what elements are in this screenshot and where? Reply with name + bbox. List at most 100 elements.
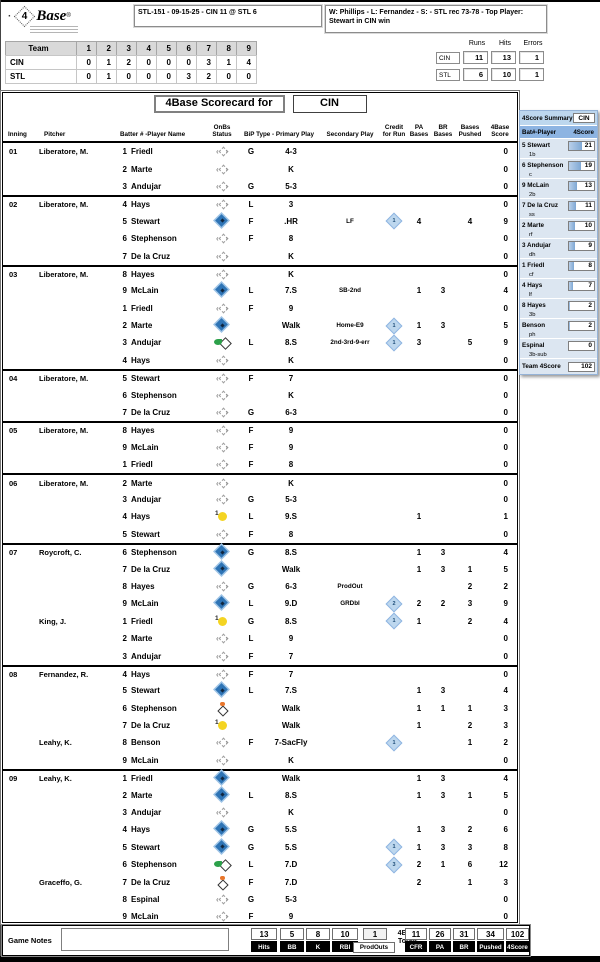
bip-type-cell: G (247, 616, 255, 626)
scorecard-row: 4 Hays L 9.S 1 1 (3, 508, 517, 525)
onbase-status-cell (205, 632, 239, 645)
onbase-status-cell (205, 668, 239, 681)
fourbase-score-cell: 0 (503, 634, 508, 644)
credit-diamond-icon: 1 (385, 212, 403, 230)
br-bases-cell: 3 (440, 774, 446, 784)
player-score-box: 0 (568, 340, 595, 351)
batter-number: 9 (122, 755, 127, 765)
onbase-status-cell (205, 806, 239, 819)
empty-diamond-icon (214, 493, 230, 506)
total-value: 31 (453, 928, 475, 940)
stat-group-rbi: 10 RBI (332, 928, 358, 952)
bip-type-cell: G (247, 495, 255, 504)
bip-type-cell: F (248, 234, 254, 244)
br-bases-cell: 3 (440, 842, 446, 852)
batter-number: 7 (122, 877, 127, 887)
stat-label: K (306, 941, 330, 952)
batter-number: 4 (122, 200, 127, 210)
batter-name: Andujar (131, 651, 162, 661)
batter-name: Hays (131, 512, 151, 522)
rhe-value-cell: 1 (519, 68, 544, 81)
pa-bases-cell: 2 (416, 599, 422, 609)
batter-number: 6 (122, 548, 127, 558)
onbase-status-cell (205, 424, 239, 437)
pitcher-cell: Leahy, K. (39, 774, 72, 784)
batter-name: Stewart (131, 842, 160, 852)
bip-type-cell: L (248, 790, 254, 800)
blue-diamond-icon (214, 597, 230, 610)
batter-cell: 3 Andujar (115, 495, 205, 504)
primary-play-cell: K (288, 755, 294, 765)
player-position: ph (529, 332, 536, 338)
scorecard-team-selector[interactable]: CIN (292, 95, 367, 113)
linescore-inning-header: 3 (116, 41, 137, 56)
onbase-status-cell (205, 354, 239, 367)
onbase-status-cell (205, 754, 239, 767)
fourbase-score-cell: 0 (503, 912, 508, 922)
onbase-status-cell (205, 563, 239, 576)
linescore-table: Team 1 2 3 4 5 6 7 8 9 CIN 0 1 2 0 0 0 3 1 4 STL 0 1 0 0 0 3 2 0 0 (5, 41, 257, 84)
fourbase-score-cell: 0 (503, 200, 508, 210)
bases-pushed-cell: 6 (467, 860, 473, 870)
primary-play-cell: 7 (288, 374, 294, 384)
inning-cell: 08 (9, 669, 18, 679)
fourbase-score-cell: 4 (503, 616, 508, 626)
onbase-status-cell (205, 823, 239, 836)
inning-cell: 05 (9, 426, 18, 436)
scorecard-row: 9 McLain K 0 (3, 752, 517, 769)
column-header: Secondary Play (326, 131, 374, 139)
team-fourscore-row: Team 4Score 102 (520, 358, 597, 374)
batter-cell: 6 Stephenson (115, 234, 205, 243)
bip-type-cell: F (248, 669, 254, 679)
batter-name: Andujar (131, 808, 162, 818)
yellow-diamond-icon (214, 510, 230, 523)
primary-play-cell: 8 (288, 460, 294, 470)
pitcher-cell: Liberatore, M. (39, 200, 89, 210)
rhe-team-row: STL 6 10 1 (436, 68, 548, 81)
player-score-value: 19 (584, 161, 592, 169)
player-name: Espinal (522, 342, 545, 349)
primary-play-cell: 6-3 (285, 581, 297, 591)
scorecard-title-row: 4Base Scorecard for CIN (3, 93, 517, 113)
player-position: rf (529, 232, 533, 238)
credit-for-run-cell: 3 (381, 856, 407, 874)
batter-cell: 3 Andujar (115, 652, 205, 661)
fourscore-team-selector[interactable]: CIN (573, 113, 595, 123)
batter-name: Hayes (131, 581, 155, 591)
bip-type-cell: L (248, 286, 254, 296)
batter-cell: 9 McLain (115, 443, 205, 452)
total-group-4score: 102 4Score (506, 928, 529, 952)
batter-cell: 4 Hays (115, 670, 205, 679)
yellow-diamond-icon (214, 719, 230, 732)
total-value: 102 (506, 928, 529, 940)
batter-name: Stephenson (131, 234, 177, 244)
stat-group-hits: 13 Hits (251, 928, 277, 952)
bip-type-cell: F (248, 651, 254, 661)
bip-type-cell: G (247, 181, 255, 191)
total-label: Pushed (477, 941, 504, 952)
fourscore-player-row: Benson 2 ph (520, 318, 597, 338)
primary-play-cell: K (288, 390, 294, 400)
batter-cell: 8 Benson (115, 738, 205, 747)
scorecard-row: 2 Marte Walk Home-E9 1 1 3 5 (3, 317, 517, 335)
batter-cell: 9 McLain (115, 286, 205, 295)
pitcher-cell: Liberatore, M. (39, 478, 89, 488)
game-result-box: W: Phillips - L: Fernandez - S: - STL re… (325, 5, 547, 33)
batter-number: 5 (122, 216, 127, 226)
score-data-bar (569, 241, 575, 250)
onbase-status-cell (205, 893, 239, 906)
blue-diamond-icon (214, 841, 230, 854)
primary-play-cell: 9 (288, 303, 294, 313)
secondary-play-cell: GRDbl (340, 600, 360, 608)
game-notes-input[interactable] (61, 928, 229, 951)
batter-cell: 1 Friedl (115, 304, 205, 313)
window-edge-left (0, 0, 1, 962)
batter-name: Marte (131, 478, 153, 488)
secondary-play-cell: Home-E9 (336, 322, 364, 330)
bip-type-cell: F (248, 426, 254, 436)
scorecard-row: 1 Friedl F 9 0 (3, 300, 517, 317)
fourbase-score-cell: 5 (503, 564, 508, 574)
player-position: 3b (529, 312, 536, 318)
player-score-box: 2 (568, 320, 595, 331)
empty-diamond-icon (214, 441, 230, 454)
